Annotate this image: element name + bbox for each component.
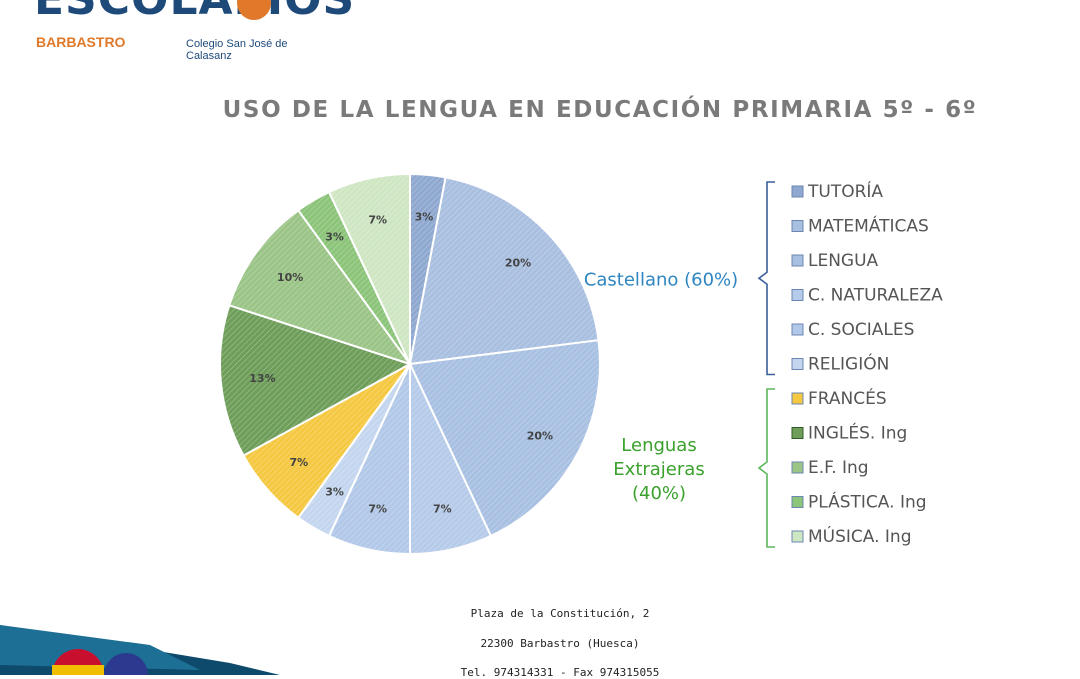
legend-swatch-c-naturaleza	[791, 289, 804, 301]
wave-decoration-light	[0, 625, 200, 670]
group-label-1-line-1: Extrajeras	[613, 459, 704, 480]
data-label-lengua: 20%	[527, 429, 553, 442]
legend-label-religion: RELIGIÓN	[808, 353, 889, 375]
legend-swatch-c-sociales	[791, 323, 804, 336]
group-label-0-line-0: Castellano (60%)	[584, 269, 738, 290]
legend-swatch-religion	[791, 358, 804, 370]
logo-circle-icon	[237, 0, 271, 20]
pie-slice-texture-religion	[298, 364, 410, 536]
data-label-matematicas: 20%	[505, 257, 531, 270]
data-label-e-f-ing: 10%	[277, 271, 303, 284]
legend-label-tutoria: TUTORÍA	[807, 180, 883, 202]
pie-slice-texture-c-naturaleza	[410, 364, 491, 554]
data-label-tutoria: 3%	[415, 210, 434, 223]
data-label-musica-ing: 7%	[368, 213, 387, 226]
group-label-1-line-2: (40%)	[632, 483, 686, 504]
chart-title: USO DE LA LENGUA EN EDUCACIÓN PRIMARIA 5…	[222, 97, 978, 123]
pie-chart: 3% 20% 20% 7% 7% 3% 7% 13% 10% 3% 7% TUTORÍA MATEMÁ…	[219, 172, 943, 556]
logo-text: ESCOLAPIOS	[34, 0, 355, 22]
legend-swatch-musica-ing	[791, 530, 804, 543]
footer-city: 22300 Barbastro (Huesca)	[480, 637, 640, 650]
pie-slice-texture-ingles-ing	[220, 305, 410, 456]
legend-swatch-frances	[791, 392, 804, 405]
group-bracket-0	[757, 181, 775, 376]
flags-decoration	[0, 625, 280, 675]
data-label-plastica-ing: 3%	[325, 230, 344, 243]
pie-slice-texture-matematicas	[410, 177, 599, 364]
group-label-1-line-0: Lenguas	[621, 435, 696, 456]
pie-slice-texture-lengua	[410, 340, 600, 536]
legend-swatch-e-f-ing	[791, 461, 804, 474]
legend-label-matematicas: MATEMÁTICAS	[808, 215, 929, 237]
pie-slice-texture-frances	[243, 364, 410, 518]
legend-label-musica-ing: MÚSICA. Ing	[808, 525, 912, 547]
data-label-c-naturaleza: 7%	[433, 503, 452, 516]
legend-swatch-matematicas	[791, 220, 804, 232]
legend-swatch-ingles-ing	[791, 427, 804, 439]
group-bracket-1	[757, 388, 775, 548]
legend-label-ingles-ing: INGLÉS. Ing	[808, 422, 907, 444]
legend-swatch-tutoria	[791, 185, 804, 198]
logo-school-name: Colegio San José de Calasanz	[186, 38, 288, 62]
data-label-c-sociales: 7%	[368, 503, 387, 516]
legend-label-frances: FRANCÉS	[808, 387, 887, 409]
data-label-religion: 3%	[325, 486, 344, 499]
spain-flag-stripe	[52, 665, 104, 675]
legend-label-lengua: LENGUA	[808, 251, 879, 271]
logo-city: BARBASTRO	[36, 34, 126, 50]
pie-slice-texture-musica-ing	[329, 174, 410, 364]
legend-label-e-f-ing: E.F. Ing	[808, 458, 869, 478]
data-label-frances: 7%	[289, 456, 308, 469]
school-logo: ESCOLAPIOS BARBASTRO Colegio San José de…	[0, 0, 354, 62]
pie-slice-texture-c-sociales	[329, 364, 410, 555]
pie-slice-texture-plastica-ing	[298, 192, 410, 364]
legend-label-c-sociales: C. SOCIALES	[808, 320, 914, 340]
legend-swatch-plastica-ing	[791, 496, 804, 508]
legend-label-plastica-ing: PLÁSTICA. Ing	[808, 491, 927, 513]
legend-swatch-lengua	[791, 254, 804, 267]
data-label-ingles-ing: 13%	[249, 372, 275, 385]
footer-address: Plaza de la Constitución, 2	[470, 607, 650, 620]
uk-flag-icon	[104, 653, 148, 675]
legend-label-c-naturaleza: C. NATURALEZA	[808, 286, 943, 306]
pie-slice-texture-e-f-ing	[229, 210, 410, 364]
